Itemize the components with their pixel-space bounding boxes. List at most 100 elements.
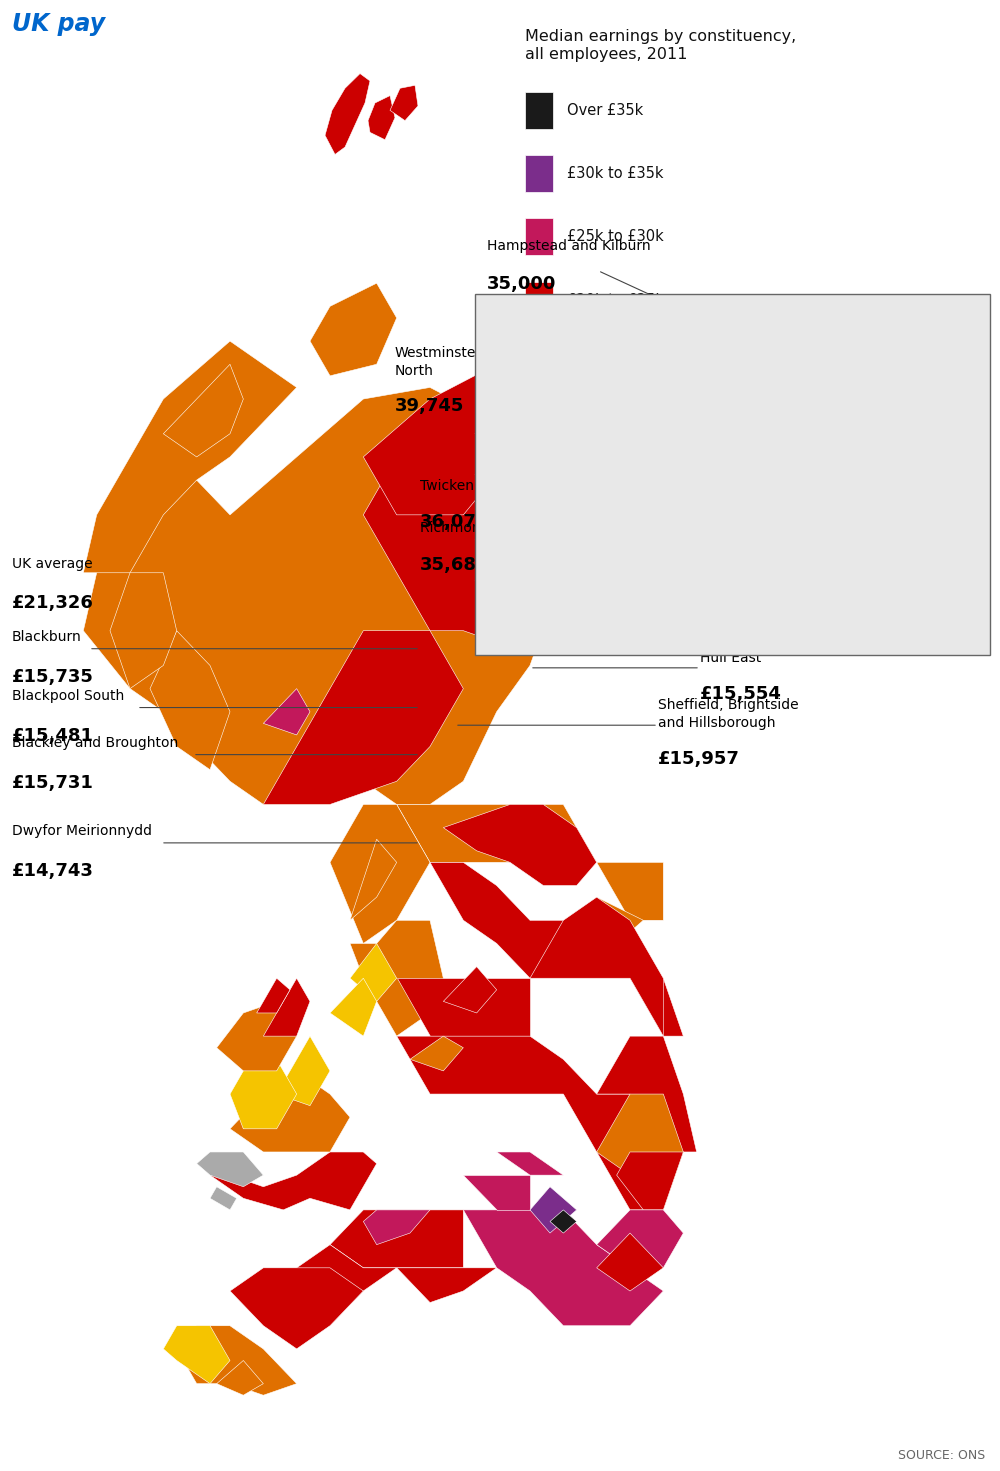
Polygon shape <box>363 365 530 515</box>
Polygon shape <box>658 507 796 572</box>
Polygon shape <box>741 343 852 418</box>
Polygon shape <box>475 524 602 606</box>
Text: £15,481: £15,481 <box>12 727 94 744</box>
Text: UK pay: UK pay <box>12 12 105 35</box>
Polygon shape <box>150 631 230 769</box>
Polygon shape <box>397 1268 497 1302</box>
Text: 39,745: 39,745 <box>395 397 464 415</box>
Polygon shape <box>530 897 663 1036</box>
Bar <box>525 471 553 507</box>
Polygon shape <box>177 1325 297 1396</box>
Text: £21,326: £21,326 <box>12 594 94 612</box>
Polygon shape <box>602 327 768 418</box>
Polygon shape <box>350 921 443 1036</box>
Polygon shape <box>210 1187 237 1209</box>
Text: £15,735: £15,735 <box>12 668 94 685</box>
Polygon shape <box>463 1175 530 1209</box>
Polygon shape <box>497 1152 563 1175</box>
Polygon shape <box>475 457 630 556</box>
Polygon shape <box>597 1036 697 1152</box>
Text: 35,000: 35,000 <box>487 275 556 293</box>
Polygon shape <box>563 897 643 978</box>
Text: £30k to £35k: £30k to £35k <box>567 166 664 181</box>
Polygon shape <box>263 978 310 1036</box>
Text: Blackburn: Blackburn <box>12 630 82 644</box>
Polygon shape <box>443 966 497 1014</box>
Polygon shape <box>397 978 530 1036</box>
Polygon shape <box>350 943 397 1002</box>
Text: Over £35k: Over £35k <box>567 103 643 118</box>
Polygon shape <box>83 341 297 572</box>
Text: £15,957: £15,957 <box>658 750 740 768</box>
Polygon shape <box>796 377 907 450</box>
Polygon shape <box>430 862 683 1036</box>
Polygon shape <box>263 631 463 805</box>
Polygon shape <box>163 365 243 457</box>
Polygon shape <box>257 978 290 1014</box>
Text: £15,554: £15,554 <box>700 685 782 703</box>
Polygon shape <box>796 434 962 540</box>
Polygon shape <box>741 556 824 613</box>
Polygon shape <box>163 1325 230 1384</box>
Text: Kingston upon: Kingston upon <box>700 633 800 647</box>
Text: 35,689: 35,689 <box>420 556 490 574</box>
Text: 36,077: 36,077 <box>420 513 489 531</box>
Polygon shape <box>230 1071 350 1152</box>
Text: Dwyfor Meirionnydd: Dwyfor Meirionnydd <box>12 824 152 838</box>
Polygon shape <box>110 572 177 688</box>
Polygon shape <box>363 434 563 655</box>
Polygon shape <box>575 475 713 581</box>
Polygon shape <box>310 284 397 375</box>
Text: 35,892: 35,892 <box>810 513 880 531</box>
Bar <box>525 407 553 444</box>
Polygon shape <box>852 418 990 507</box>
Bar <box>475 294 990 655</box>
Polygon shape <box>547 540 685 622</box>
Polygon shape <box>597 1233 663 1292</box>
Polygon shape <box>475 327 990 606</box>
Polygon shape <box>550 921 597 966</box>
Bar <box>525 93 553 129</box>
Polygon shape <box>397 1036 683 1209</box>
Polygon shape <box>217 1002 297 1071</box>
Bar <box>525 156 553 193</box>
Bar <box>475 294 990 655</box>
Text: SOURCE: ONS: SOURCE: ONS <box>898 1449 985 1462</box>
Text: Putney: Putney <box>810 478 858 493</box>
Text: Blackpool South: Blackpool South <box>12 688 124 703</box>
Polygon shape <box>397 805 663 921</box>
Text: £17k to £20k: £17k to £20k <box>567 356 664 371</box>
Polygon shape <box>796 409 879 491</box>
Text: £20k to £25k: £20k to £25k <box>567 293 664 307</box>
Polygon shape <box>325 74 370 154</box>
Polygon shape <box>550 1209 577 1233</box>
Polygon shape <box>475 335 658 457</box>
Bar <box>525 281 553 318</box>
Polygon shape <box>297 1244 397 1325</box>
Polygon shape <box>217 1361 263 1396</box>
Polygon shape <box>685 377 768 441</box>
Text: Wimbledon: Wimbledon <box>810 522 888 537</box>
Polygon shape <box>390 85 418 121</box>
Polygon shape <box>617 1152 683 1209</box>
Polygon shape <box>463 1209 663 1325</box>
Text: Richmond Park: Richmond Park <box>420 521 524 535</box>
Text: Hull East: Hull East <box>700 650 761 665</box>
Polygon shape <box>713 475 852 540</box>
Polygon shape <box>83 387 563 805</box>
Polygon shape <box>210 1152 377 1209</box>
Text: £15,731: £15,731 <box>12 774 94 791</box>
Text: Blackley and Broughton: Blackley and Broughton <box>12 736 178 750</box>
Text: Sheffield, Brightside: Sheffield, Brightside <box>658 697 799 712</box>
Text: £25k to £30k: £25k to £30k <box>567 229 664 244</box>
Text: Median earnings by constituency,
all employees, 2011: Median earnings by constituency, all emp… <box>525 29 796 62</box>
Text: Twickenham: Twickenham <box>420 478 505 493</box>
Polygon shape <box>597 1094 683 1209</box>
Polygon shape <box>197 1152 263 1187</box>
Text: Hampstead and Kilburn: Hampstead and Kilburn <box>487 238 651 253</box>
Text: Under £17k: Under £17k <box>567 419 653 434</box>
Polygon shape <box>741 507 879 572</box>
Polygon shape <box>330 1209 463 1268</box>
Polygon shape <box>277 1036 330 1106</box>
Text: 36,185: 36,185 <box>810 558 880 575</box>
